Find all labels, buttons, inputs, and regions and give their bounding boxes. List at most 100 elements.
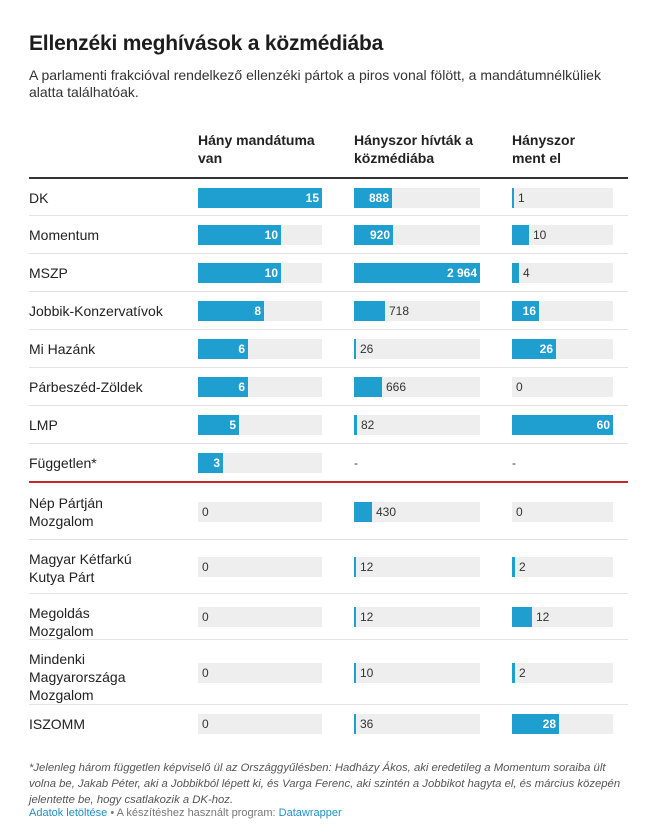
value-label: 12 xyxy=(360,560,374,574)
table-row: DK 15 888 1 xyxy=(29,179,628,216)
value-cell: 60 xyxy=(512,415,613,435)
value-label: 718 xyxy=(389,304,410,318)
value-label: 0 xyxy=(202,610,209,624)
value-bar xyxy=(198,263,281,283)
table-row: ISZOMM 0 36 28 xyxy=(29,705,628,743)
datawrapper-link[interactable]: Datawrapper xyxy=(278,807,342,819)
missing-value-dash: - xyxy=(354,456,358,470)
value-bar xyxy=(512,263,519,283)
bar-track xyxy=(512,502,613,522)
row-label: ISZOMM xyxy=(29,716,85,732)
table-row: MSZP 10 2 964 4 xyxy=(29,254,628,292)
value-label: 16 xyxy=(522,304,536,318)
row-label: Mindenki Magyarországa Mozgalom xyxy=(29,651,126,703)
row-label: DK xyxy=(29,190,49,206)
row-label: Független* xyxy=(29,455,97,471)
value-bar xyxy=(354,301,385,321)
bar-track xyxy=(354,607,480,627)
value-cell: 12 xyxy=(354,557,480,577)
value-label: 26 xyxy=(539,342,553,356)
bar-track xyxy=(198,714,322,734)
value-label: 920 xyxy=(369,228,390,242)
row-label: Jobbik-Konzervatívok xyxy=(29,303,163,319)
table-row: Momentum 10 920 10 xyxy=(29,216,628,254)
value-cell: 16 xyxy=(512,301,613,321)
value-cell: 718 xyxy=(354,301,480,321)
column-header-invitations: Hányszor hívták a közmédiába xyxy=(354,132,474,166)
row-separator xyxy=(29,539,628,540)
value-label: 4 xyxy=(523,266,530,280)
row-separator xyxy=(29,639,628,640)
footnote: *Jelenleg három független képviselő ül a… xyxy=(29,762,621,806)
value-bar xyxy=(512,714,559,734)
table-row: LMP 5 82 60 xyxy=(29,406,628,444)
row-label: MSZP xyxy=(29,265,68,281)
value-label: 6 xyxy=(238,342,245,356)
row-separator xyxy=(29,367,628,368)
value-bar xyxy=(198,225,281,245)
value-label: 10 xyxy=(264,266,278,280)
bar-track xyxy=(198,453,322,473)
bar-track xyxy=(512,607,613,627)
value-bar xyxy=(354,663,356,683)
source-separator: • A készítéshez használt program: xyxy=(107,807,279,819)
value-cell: 10 xyxy=(198,225,322,245)
value-cell: 2 xyxy=(512,557,613,577)
column-header-seats: Hány mandátuma van xyxy=(198,132,315,166)
bar-track xyxy=(354,714,480,734)
value-cell: 10 xyxy=(354,663,480,683)
download-data-link[interactable]: Adatok letöltése xyxy=(29,807,108,819)
value-cell: 12 xyxy=(354,607,480,627)
row-separator xyxy=(29,704,628,705)
value-cell: 888 xyxy=(354,188,480,208)
value-cell: 10 xyxy=(198,263,322,283)
bar-track xyxy=(512,663,613,683)
bar-track xyxy=(198,557,322,577)
bar-track xyxy=(354,502,480,522)
value-cell: 8 xyxy=(198,301,322,321)
value-label: 5 xyxy=(229,418,236,432)
value-label: 0 xyxy=(516,505,523,519)
row-label: Megoldás Mozgalom xyxy=(29,605,94,639)
bar-track xyxy=(354,339,480,359)
table-row: Mi Hazánk 6 26 26 xyxy=(29,330,628,368)
bar-track xyxy=(354,301,480,321)
chart-title: Ellenzéki meghívások a közmédiába xyxy=(29,32,384,55)
row-separator xyxy=(29,291,628,292)
value-label: 15 xyxy=(305,191,319,205)
value-bar xyxy=(512,663,515,683)
value-label: 3 xyxy=(213,456,220,470)
row-separator xyxy=(29,329,628,330)
bar-track xyxy=(198,502,322,522)
value-bar xyxy=(512,225,529,245)
row-separator xyxy=(29,443,628,444)
value-label: 888 xyxy=(368,191,389,205)
value-cell: 10 xyxy=(512,225,613,245)
value-label: 28 xyxy=(542,717,556,731)
value-bar xyxy=(354,557,356,577)
bar-track xyxy=(198,663,322,683)
row-separator xyxy=(29,215,628,216)
value-bar xyxy=(198,415,239,435)
value-bar xyxy=(354,339,356,359)
value-label: 0 xyxy=(202,717,209,731)
value-bar xyxy=(512,188,514,208)
value-label: 430 xyxy=(376,505,397,519)
row-separator xyxy=(29,405,628,406)
value-cell: 3 xyxy=(198,453,322,473)
value-cell: 15 xyxy=(198,188,322,208)
value-cell: - xyxy=(512,453,613,473)
value-bar xyxy=(198,339,248,359)
value-label: 2 xyxy=(519,666,526,680)
value-bar xyxy=(512,339,556,359)
column-header-attended: Hányszor ment el xyxy=(512,132,576,166)
value-bar xyxy=(354,263,480,283)
table-row: Nép Pártján Mozgalom 0 430 0 xyxy=(29,484,628,540)
value-label: 0 xyxy=(516,380,523,394)
value-cell: 4 xyxy=(512,263,613,283)
bar-track xyxy=(354,557,480,577)
value-cell: 0 xyxy=(512,377,613,397)
value-label: 2 xyxy=(519,560,526,574)
value-label: 8 xyxy=(254,304,261,318)
value-cell: 82 xyxy=(354,415,480,435)
